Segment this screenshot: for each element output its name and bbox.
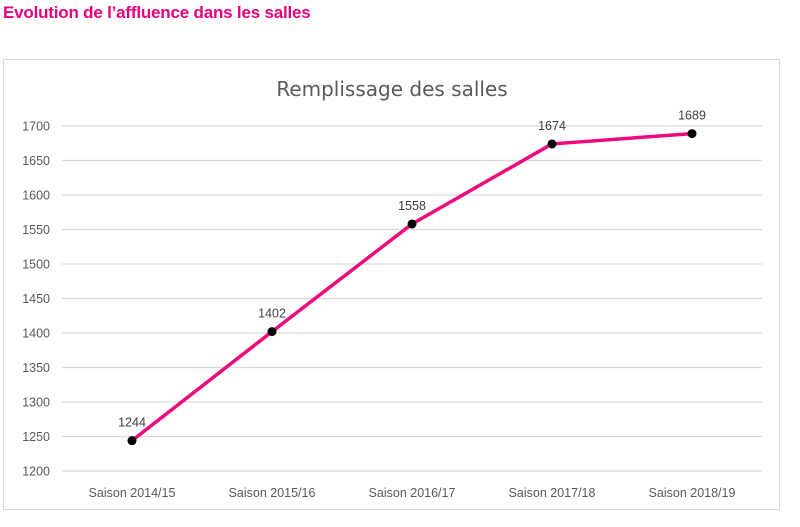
data-point xyxy=(267,327,277,337)
x-tick-label: Saison 2018/19 xyxy=(649,486,736,500)
y-tick-label: 1600 xyxy=(22,189,50,203)
y-tick-label: 1450 xyxy=(22,292,50,306)
series-group xyxy=(127,129,697,446)
data-point xyxy=(127,436,137,446)
data-point xyxy=(687,129,697,139)
x-axis-tick-labels: Saison 2014/15 Saison 2015/16 Saison 2016/… xyxy=(89,486,736,500)
page-heading: Evolution de l’affluence dans les salles xyxy=(3,3,311,22)
y-tick-label: 1250 xyxy=(22,430,50,444)
x-tick-label: Saison 2015/16 xyxy=(229,486,316,500)
y-tick-label: 1700 xyxy=(22,120,50,134)
y-tick-label: 1500 xyxy=(22,258,50,272)
y-tick-label: 1350 xyxy=(22,361,50,375)
x-tick-label: Saison 2014/15 xyxy=(89,486,176,500)
data-labels: 1244 1402 1558 1674 1689 xyxy=(118,109,706,430)
data-label: 1689 xyxy=(678,109,706,123)
chart-frame xyxy=(3,59,780,510)
y-tick-label: 1650 xyxy=(22,154,50,168)
data-label: 1402 xyxy=(258,307,286,321)
y-tick-label: 1200 xyxy=(22,465,50,479)
data-label: 1674 xyxy=(538,119,566,133)
data-label: 1244 xyxy=(118,416,146,430)
y-tick-label: 1400 xyxy=(22,327,50,341)
x-tick-label: Saison 2017/18 xyxy=(509,486,596,500)
y-tick-label: 1550 xyxy=(22,223,50,237)
chart-title: Remplissage des salles xyxy=(276,77,507,101)
y-tick-label: 1300 xyxy=(22,396,50,410)
data-point xyxy=(547,139,557,149)
data-label: 1558 xyxy=(398,199,426,213)
y-axis-tick-labels: 1200 1250 1300 1350 1400 1450 1500 1550 1600 1650… xyxy=(22,120,50,479)
series-line xyxy=(130,131,693,443)
data-point xyxy=(407,219,417,229)
gridlines xyxy=(62,125,762,472)
x-tick-label: Saison 2016/17 xyxy=(369,486,456,500)
